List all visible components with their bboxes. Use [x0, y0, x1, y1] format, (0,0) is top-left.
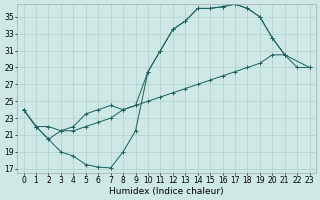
X-axis label: Humidex (Indice chaleur): Humidex (Indice chaleur)	[109, 187, 224, 196]
